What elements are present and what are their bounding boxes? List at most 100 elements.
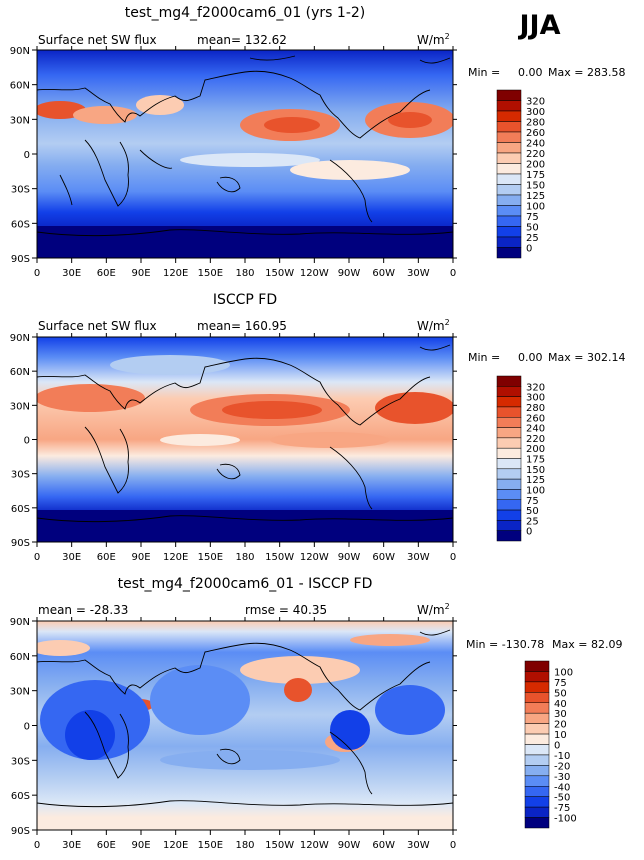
- y-tick-label: 90S: [11, 538, 30, 549]
- panel-difference: test_mg4_f2000cam6_01 - ISCCP FD mean = …: [10, 576, 623, 851]
- colorbar-label: 100: [526, 485, 545, 496]
- x-tick-label: 150W: [265, 552, 294, 563]
- colorbar-box: [496, 417, 522, 428]
- colorbar-box: [496, 152, 522, 164]
- x-tick-label: 30E: [62, 840, 81, 851]
- colorbar-box: [496, 110, 522, 122]
- colorbar-label: 260: [526, 413, 545, 424]
- x-tick-label: 0: [34, 840, 40, 851]
- season-label: JJA: [518, 10, 561, 41]
- x-tick-label: 30E: [62, 268, 81, 279]
- colorbar-label: -75: [554, 803, 570, 814]
- colorbar-box: [496, 247, 522, 259]
- x-tick-label: 180: [235, 840, 254, 851]
- colorbar-box: [496, 499, 522, 511]
- colorbar-box: [524, 712, 550, 724]
- x-tick-label: 60W: [372, 840, 395, 851]
- rmse-label: rmse = 40.35: [245, 603, 327, 617]
- x-tick-label: 60E: [97, 840, 116, 851]
- colorbar-box: [496, 520, 522, 531]
- x-tick-label: 30E: [62, 552, 81, 563]
- max-label: Max = 283.58: [548, 66, 625, 79]
- colorbar-label: 75: [554, 678, 567, 689]
- x-tick-label: 150E: [198, 552, 223, 563]
- mean-label: mean= 132.62: [197, 33, 287, 47]
- colorbar-label: 0: [526, 527, 532, 538]
- colorbar-label: -100: [554, 814, 577, 825]
- colorbar-box: [496, 530, 522, 542]
- x-tick-label: 30W: [407, 840, 430, 851]
- colorbar-label: 300: [526, 393, 545, 404]
- y-tick-label: 30S: [11, 470, 30, 481]
- x-tick-label: 120E: [163, 840, 188, 851]
- y-tick-label: 90S: [11, 254, 30, 265]
- colorbar-box: [524, 806, 550, 818]
- x-tick-label: 0: [34, 268, 40, 279]
- colorbar-label: -50: [554, 793, 570, 804]
- y-tick-label: 60N: [10, 652, 30, 663]
- colorbar-box: [496, 437, 522, 449]
- colorbar-box: [496, 236, 522, 248]
- colorbar-box: [496, 509, 522, 521]
- coastlines: [37, 344, 453, 523]
- x-tick-label: 90E: [131, 552, 150, 563]
- panel-title: ISCCP FD: [213, 292, 277, 308]
- colorbar-label: 20: [554, 720, 567, 731]
- y-tick-label: 60S: [11, 504, 30, 515]
- x-tick-label: 180: [235, 552, 254, 563]
- colorbar-box: [524, 671, 550, 683]
- map-field: [37, 337, 453, 542]
- colorbar-label: 280: [526, 118, 545, 129]
- x-tick-label: 120W: [300, 268, 329, 279]
- y-tick-label: 90N: [10, 333, 30, 344]
- x-tick-label: 60W: [372, 268, 395, 279]
- x-tick-label: 60W: [372, 552, 395, 563]
- x-tick-label: 120W: [300, 552, 329, 563]
- y-tick-label: 60S: [11, 219, 30, 230]
- x-tick-label: 150W: [265, 840, 294, 851]
- colorbar-box: [524, 744, 550, 756]
- colorbar-box: [496, 396, 522, 408]
- colorbar-box: [496, 478, 522, 490]
- colorbar-box: [524, 754, 550, 766]
- colorbar-label: -10: [554, 751, 570, 762]
- x-tick-label: 0: [450, 268, 456, 279]
- colorbar-label: 25: [526, 516, 539, 527]
- x-tick-label: 30W: [407, 268, 430, 279]
- colorbar-box: [524, 796, 550, 808]
- colorbar-label: 150: [526, 181, 545, 192]
- max-label: Max = 302.14: [548, 351, 625, 364]
- x-tick-label: 120E: [163, 268, 188, 279]
- y-tick-label: 90N: [10, 46, 30, 57]
- units-label: W/m2: [417, 32, 450, 47]
- colorbar-box: [496, 406, 522, 418]
- coastlines: [37, 629, 453, 808]
- y-tick-label: 0: [24, 436, 30, 447]
- colorbar-box: [496, 215, 522, 227]
- colorbar-box: [524, 702, 550, 714]
- min-label: Min =: [468, 66, 500, 79]
- colorbar-box: [496, 142, 522, 154]
- colorbar-label: 240: [526, 424, 545, 435]
- colorbar-label: 0: [526, 244, 532, 255]
- colorbar-label: 320: [526, 382, 545, 393]
- colorbar-box: [496, 375, 522, 387]
- colorbar-box: [496, 205, 522, 217]
- x-tick-label: 120E: [163, 552, 188, 563]
- coastlines: [37, 55, 453, 237]
- x-tick-label: 180: [235, 268, 254, 279]
- colorbar-label: 10: [554, 730, 567, 741]
- colorbar-box: [496, 100, 522, 112]
- x-tick-label: 90W: [338, 552, 361, 563]
- colorbar-label: 150: [526, 465, 545, 476]
- y-tick-label: 30N: [10, 401, 30, 412]
- colorbar-label: 125: [526, 191, 545, 202]
- colorbar-box: [496, 386, 522, 397]
- x-tick-label: 150E: [198, 268, 223, 279]
- x-tick-label: 30W: [407, 552, 430, 563]
- colorbar-box: [524, 817, 550, 829]
- y-tick-label: 30N: [10, 115, 30, 126]
- colorbar-label: 320: [526, 97, 545, 108]
- y-tick-label: 0: [24, 722, 30, 733]
